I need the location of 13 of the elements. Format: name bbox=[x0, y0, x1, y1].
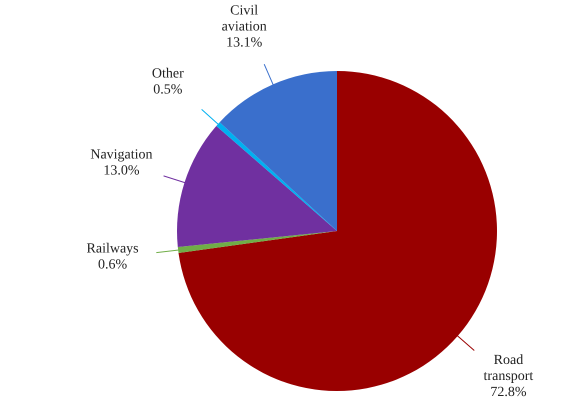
pie-slice bbox=[177, 126, 337, 248]
slice-label: Other bbox=[152, 66, 184, 82]
pie-slice bbox=[220, 71, 337, 231]
slice-label: Navigation bbox=[90, 148, 153, 163]
slice-label: Road transport bbox=[484, 352, 534, 384]
data-label: 72.8% bbox=[490, 384, 527, 400]
data-label: 0.5% bbox=[153, 82, 183, 98]
pie-slice bbox=[178, 231, 337, 254]
data-label: 0.6% bbox=[98, 258, 128, 273]
data-label: 13.0% bbox=[103, 164, 140, 179]
legend-label: Railways bbox=[86, 242, 139, 257]
data-label: 13.1% bbox=[226, 36, 263, 51]
slice-label: Civil aviation bbox=[222, 4, 267, 35]
